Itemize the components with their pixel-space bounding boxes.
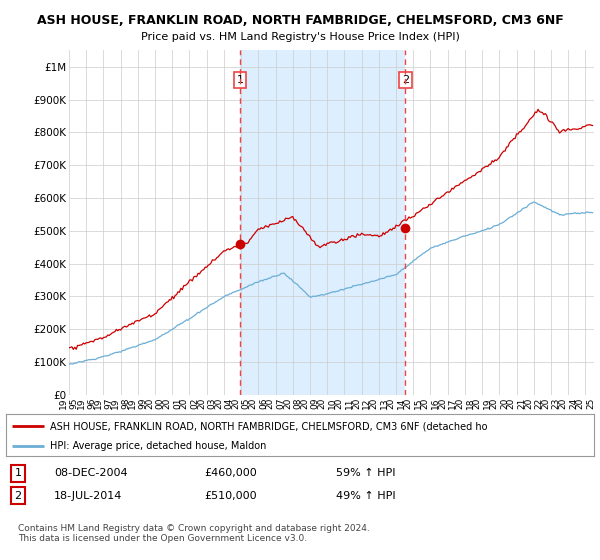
Text: 1: 1 bbox=[14, 468, 22, 478]
Text: 2: 2 bbox=[14, 491, 22, 501]
Text: HPI: Average price, detached house, Maldon: HPI: Average price, detached house, Mald… bbox=[50, 441, 266, 451]
Text: 08-DEC-2004: 08-DEC-2004 bbox=[54, 468, 128, 478]
Text: Contains HM Land Registry data © Crown copyright and database right 2024.
This d: Contains HM Land Registry data © Crown c… bbox=[18, 524, 370, 543]
Text: ASH HOUSE, FRANKLIN ROAD, NORTH FAMBRIDGE, CHELMSFORD, CM3 6NF (detached ho: ASH HOUSE, FRANKLIN ROAD, NORTH FAMBRIDG… bbox=[50, 421, 488, 431]
Text: 2: 2 bbox=[402, 75, 409, 85]
Text: 18-JUL-2014: 18-JUL-2014 bbox=[54, 491, 122, 501]
Text: 49% ↑ HPI: 49% ↑ HPI bbox=[336, 491, 395, 501]
Text: 59% ↑ HPI: 59% ↑ HPI bbox=[336, 468, 395, 478]
Text: Price paid vs. HM Land Registry's House Price Index (HPI): Price paid vs. HM Land Registry's House … bbox=[140, 32, 460, 43]
Text: £510,000: £510,000 bbox=[204, 491, 257, 501]
Bar bbox=[240, 50, 406, 395]
Text: ASH HOUSE, FRANKLIN ROAD, NORTH FAMBRIDGE, CHELMSFORD, CM3 6NF: ASH HOUSE, FRANKLIN ROAD, NORTH FAMBRIDG… bbox=[37, 14, 563, 27]
Text: 1: 1 bbox=[236, 75, 244, 85]
Text: £460,000: £460,000 bbox=[204, 468, 257, 478]
